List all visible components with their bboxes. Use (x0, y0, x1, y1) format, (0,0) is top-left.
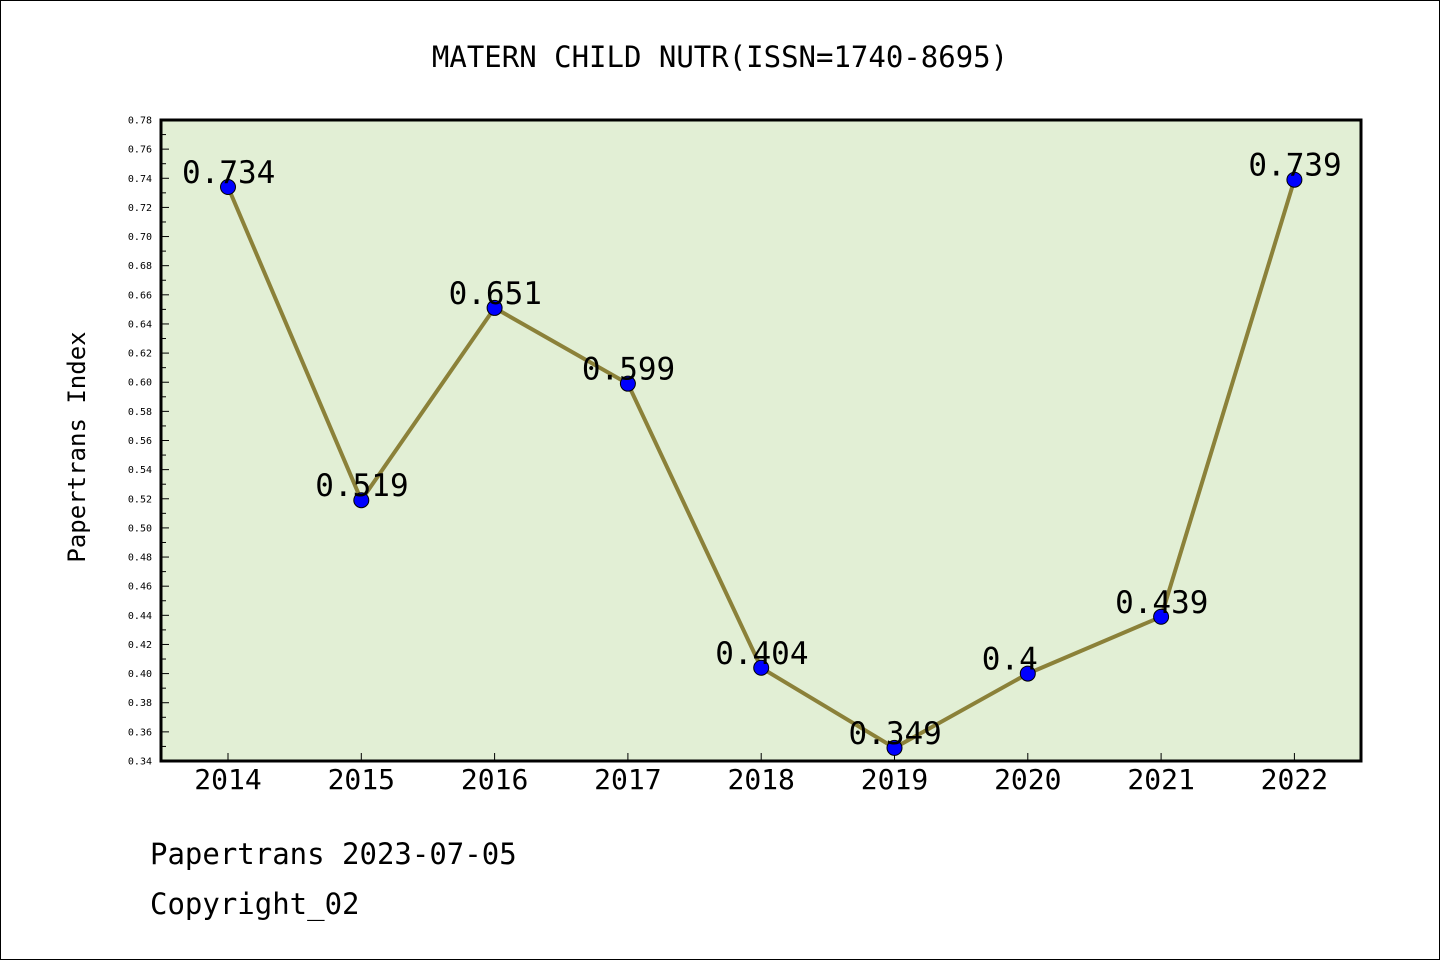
data-point (1019, 665, 1036, 682)
data-point (886, 739, 903, 756)
data-label: 0.439 (1115, 585, 1208, 621)
data-label: 0.404 (715, 636, 808, 672)
footer-copyright: Copyright_02 (150, 887, 360, 922)
x-tick-label: 2016 (461, 763, 528, 796)
chart-title: MATERN CHILD NUTR(ISSN=1740-8695) (432, 40, 1008, 74)
y-tick-label: 0.70 (128, 232, 152, 243)
y-tick-label: 0.50 (128, 523, 152, 534)
data-point (1153, 608, 1170, 625)
plot-area (159, 118, 1363, 763)
y-tick-label: 0.34 (128, 757, 152, 768)
x-tick-label: 2017 (594, 763, 661, 796)
y-axis-label: Papertrans Index (63, 331, 91, 562)
x-tick-label: 2021 (1127, 763, 1194, 796)
data-point (486, 299, 503, 316)
y-tick-label: 0.68 (128, 261, 152, 272)
x-axis: 2014 2015 2016 2017 2018 2019 2020 2021 2022 (194, 753, 1328, 796)
y-tick-label: 0.66 (128, 290, 152, 301)
data-label: 0.651 (449, 276, 542, 312)
y-tick-label: 0.36 (128, 727, 152, 738)
data-label: 0.349 (849, 716, 942, 752)
footer-date: Papertrans 2023-07-05 (150, 837, 517, 871)
data-label: 0.734 (182, 155, 275, 191)
data-point (220, 179, 236, 196)
data-label: 0.519 (315, 468, 408, 504)
y-tick-label: 0.40 (128, 669, 152, 680)
x-tick-label: 2015 (328, 763, 395, 796)
y-tick-label: 0.58 (128, 407, 152, 418)
x-tick-label: 2020 (994, 763, 1061, 796)
y-tick-label: 0.38 (128, 698, 152, 709)
data-markers (220, 171, 1303, 756)
data-label: 0.4 (982, 642, 1038, 678)
y-axis: 0.34 0.36 0.38 0.40 0.42 0.44 0.46 0.48 0.50 0.52… (128, 116, 169, 768)
data-labels: 0.734 0.519 0.651 0.599 0.404 0.349 0.4 0.439 0.… (182, 148, 1342, 752)
y-tick-label: 0.48 (128, 553, 152, 564)
x-tick-label: 2019 (861, 763, 928, 796)
y-tick-label: 0.78 (128, 116, 152, 127)
y-tick-label: 0.56 (128, 436, 152, 447)
y-tick-label: 0.74 (128, 174, 152, 185)
data-point (1286, 171, 1303, 188)
data-label: 0.739 (1248, 148, 1341, 184)
data-point (353, 492, 370, 509)
x-tick-label: 2022 (1261, 763, 1328, 796)
y-tick-label: 0.62 (128, 349, 152, 360)
y-tick-label: 0.60 (128, 378, 152, 389)
y-tick-label: 0.64 (128, 319, 152, 330)
y-tick-label: 0.46 (128, 582, 152, 593)
data-point (753, 659, 770, 676)
x-tick-label: 2014 (194, 763, 261, 796)
data-point (619, 375, 636, 392)
y-tick-label: 0.52 (128, 494, 152, 505)
y-tick-label: 0.44 (128, 611, 152, 622)
y-tick-label: 0.72 (128, 203, 152, 214)
y-tick-label: 0.76 (128, 145, 152, 156)
y-tick-label: 0.54 (128, 465, 152, 476)
data-label: 0.599 (582, 352, 675, 388)
y-tick-label: 0.42 (128, 640, 152, 651)
x-tick-label: 2018 (727, 763, 794, 796)
